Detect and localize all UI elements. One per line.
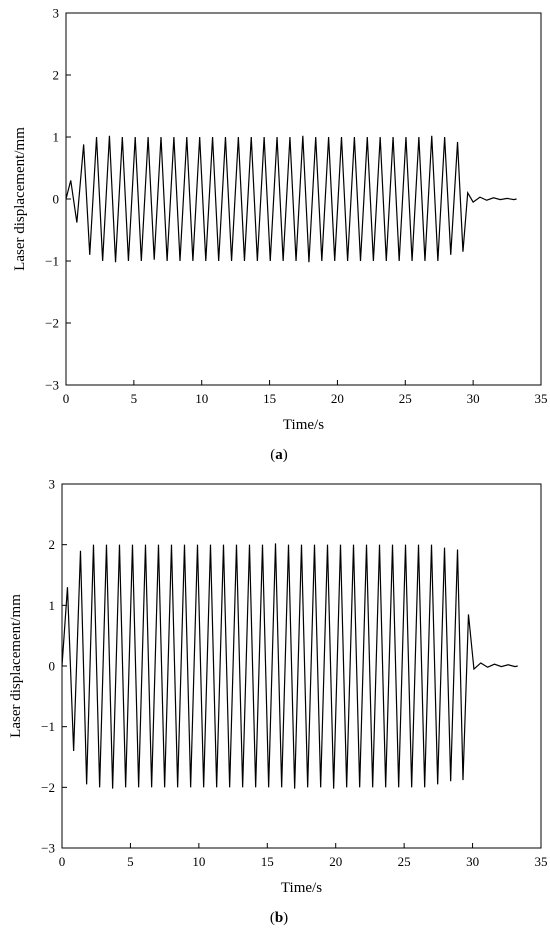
x-tick-label-a: 20 <box>331 391 344 406</box>
series-line-a <box>65 135 517 263</box>
panel-letter-a: a <box>275 447 283 463</box>
series-line-b <box>61 543 518 789</box>
panel-label-a: (a) <box>270 447 288 463</box>
x-tick-label-b: 5 <box>127 854 134 869</box>
y-axis-ticks-a: −3 −2 −1 0 1 2 3 <box>45 6 71 393</box>
y-tick-label-b: 2 <box>49 537 56 552</box>
y-tick-label-b: −1 <box>41 719 55 734</box>
y-tick-label-a: 1 <box>53 130 60 145</box>
x-tick-label-a: 5 <box>131 391 138 406</box>
y-tick-label-a: 0 <box>53 192 60 207</box>
y-tick-label-b: −3 <box>41 841 55 856</box>
x-tick-label-a: 25 <box>399 391 412 406</box>
y-tick-label-a: −2 <box>45 316 59 331</box>
y-axis-title-b: Laser displacement/mm <box>8 594 24 738</box>
x-tick-label-b: 0 <box>59 854 66 869</box>
x-tick-label-b: 35 <box>535 854 548 869</box>
x-tick-label-a: 15 <box>263 391 276 406</box>
x-axis-title-a: Time/s <box>283 417 324 433</box>
x-tick-label-a: 30 <box>467 391 480 406</box>
x-tick-label-b: 10 <box>192 854 205 869</box>
plot-frame-a <box>65 12 542 386</box>
panel-letter-b: b <box>275 910 283 926</box>
x-axis-ticks-a: 0 5 10 15 20 25 30 35 <box>63 380 548 406</box>
y-tick-label-b: −2 <box>41 780 55 795</box>
panel-label-b: (b) <box>270 910 288 926</box>
y-tick-label-a: −3 <box>45 378 59 393</box>
x-tick-label-b: 30 <box>466 854 479 869</box>
chart-panel-a: 0 5 10 15 20 25 30 35 −3 −2 −1 0 1 2 3 Time/s Laser d… <box>12 6 548 464</box>
x-tick-label-a: 35 <box>535 391 548 406</box>
y-tick-label-b: 1 <box>49 598 56 613</box>
x-tick-label-b: 25 <box>398 854 411 869</box>
x-tick-label-a: 0 <box>63 391 70 406</box>
x-axis-title-b: Time/s <box>281 880 322 896</box>
chart-panel-b: 0 5 10 15 20 25 30 35 −3 −2 −1 0 1 2 3 Time/s Laser d… <box>8 477 548 927</box>
plot-frame-b <box>61 483 542 849</box>
y-tick-label-b: 0 <box>49 659 56 674</box>
y-tick-label-a: −1 <box>45 254 59 269</box>
x-tick-label-b: 20 <box>329 854 342 869</box>
y-axis-ticks-b: −3 −2 −1 0 1 2 3 <box>41 477 67 856</box>
y-tick-label-a: 3 <box>53 6 60 21</box>
x-tick-label-a: 10 <box>195 391 208 406</box>
y-axis-title-a: Laser displacement/mm <box>12 127 28 271</box>
x-tick-label-b: 15 <box>261 854 274 869</box>
y-tick-label-b: 3 <box>49 477 56 492</box>
x-axis-ticks-b: 0 5 10 15 20 25 30 35 <box>59 843 548 869</box>
y-tick-label-a: 2 <box>53 68 60 83</box>
